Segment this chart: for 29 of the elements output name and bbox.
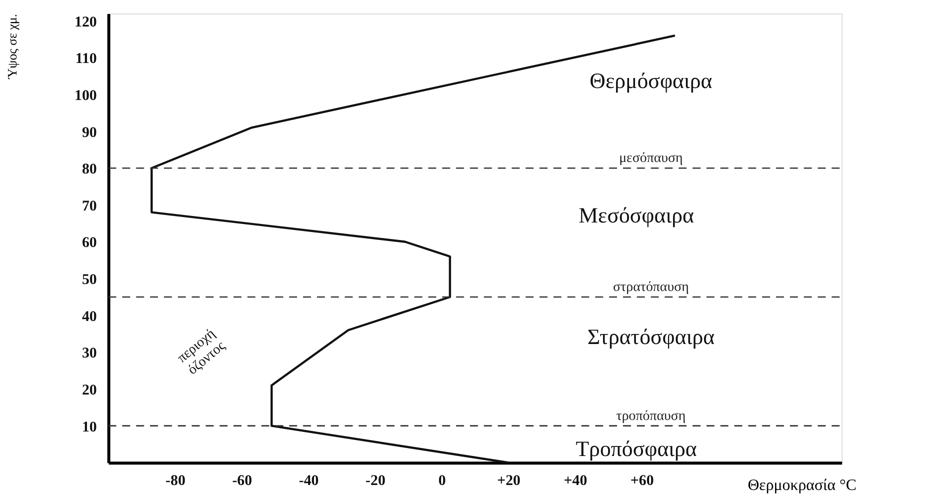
y-tick-label: 10: [82, 419, 97, 436]
annotation: Θερμόσφαιρα: [590, 68, 712, 93]
y-tick-label: 120: [74, 14, 97, 30]
x-tick-label: +20: [497, 472, 520, 489]
y-tick-label: 20: [82, 382, 97, 398]
y-tick-label: 30: [82, 346, 97, 362]
annotation: Στρατόσφαιρα: [587, 324, 715, 349]
x-tick-label: +40: [564, 472, 588, 489]
x-tick-label: -80: [166, 472, 186, 489]
x-tick-label: -20: [366, 472, 386, 489]
y-tick-label: 100: [74, 88, 97, 104]
x-axis-title: Θερμοκρασία °C: [748, 476, 857, 494]
ref-line-label: μεσόπαυση: [619, 151, 683, 166]
y-tick-label: 40: [82, 308, 97, 325]
x-tick-label: +60: [630, 472, 654, 489]
y-tick-label: 110: [75, 51, 97, 68]
x-tick-label: -60: [232, 472, 252, 489]
y-axis-title: Ύψος σε χμ.: [4, 14, 20, 80]
ref-line-label: τροπόπαυση: [616, 408, 686, 424]
y-tick-label: 60: [82, 235, 97, 252]
x-tick-label: 0: [438, 472, 446, 489]
y-tick-label: 90: [82, 124, 97, 141]
y-tick-label: 80: [82, 162, 97, 178]
y-tick-label: 70: [82, 198, 97, 214]
annotation: Τροπόσφαιρα: [576, 437, 697, 462]
annotation: Μεσόσφαιρα: [578, 204, 694, 228]
x-tick-label: -40: [298, 472, 319, 489]
ref-line-label: στρατόπαυση: [613, 280, 689, 296]
y-tick-label: 50: [82, 272, 97, 288]
